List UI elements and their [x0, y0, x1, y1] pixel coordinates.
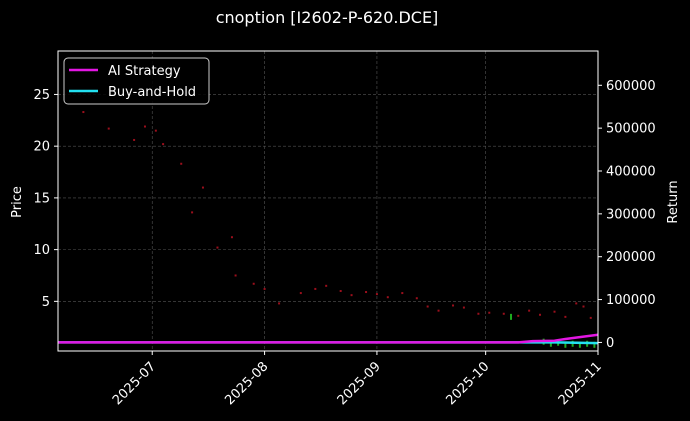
price-point — [589, 316, 592, 319]
price-point — [216, 246, 219, 249]
y-tick-label: 10 — [33, 243, 50, 258]
price-point — [553, 310, 556, 313]
y2-tick-label: 600000 — [606, 79, 656, 94]
y-tick-label: 5 — [42, 295, 50, 310]
signal-mark — [593, 341, 596, 348]
y-axis-label-right: Return — [666, 180, 681, 223]
price-point — [252, 282, 255, 285]
price-point — [539, 313, 542, 316]
price-point — [143, 125, 146, 128]
ai-strategy-line — [58, 333, 599, 344]
price-point — [365, 291, 368, 294]
price-point — [575, 302, 578, 305]
signal-mark — [510, 313, 513, 320]
price-point — [426, 305, 429, 308]
price-point — [162, 143, 165, 146]
price-point — [82, 111, 85, 114]
legend-box — [63, 57, 210, 105]
price-point — [234, 274, 237, 277]
legend-label: AI Strategy — [108, 64, 181, 79]
chart-title: cnoption [I2602-P-620.DCE] — [216, 8, 439, 27]
price-point — [517, 314, 520, 317]
signal-mark — [564, 341, 567, 348]
price-point — [528, 309, 531, 312]
legend-label: Buy-and-Hold — [108, 85, 196, 100]
y-tick-label: 25 — [33, 88, 50, 103]
price-point — [278, 302, 281, 305]
price-point — [502, 312, 505, 315]
price-point — [133, 138, 136, 141]
price-point — [415, 297, 418, 300]
price-point — [180, 162, 183, 165]
price-point — [582, 305, 585, 308]
price-point — [375, 293, 378, 296]
price-point — [299, 292, 302, 295]
price-point — [314, 287, 317, 290]
y-tick-label: 20 — [33, 140, 50, 155]
y2-tick-label: 300000 — [606, 207, 656, 222]
y2-tick-label: 500000 — [606, 122, 656, 137]
price-point — [452, 304, 455, 307]
y2-tick-label: 0 — [606, 336, 614, 351]
price-point — [325, 284, 328, 287]
price-point — [191, 211, 194, 214]
axes-frame — [57, 50, 599, 352]
price-point — [263, 287, 266, 290]
y2-tick-label: 200000 — [606, 250, 656, 265]
price-point — [477, 312, 480, 315]
price-point — [350, 294, 353, 297]
signal-mark — [578, 341, 581, 348]
price-point — [107, 127, 110, 130]
price-point — [201, 186, 204, 189]
price-point — [154, 129, 157, 132]
price-point — [488, 311, 491, 314]
price-point — [386, 296, 389, 299]
price-point — [462, 306, 465, 309]
price-point — [401, 292, 404, 295]
price-point — [230, 236, 233, 239]
y2-tick-label: 400000 — [606, 165, 656, 180]
y2-tick-label: 100000 — [606, 293, 656, 308]
y-axis-label-left: Price — [10, 186, 25, 218]
y-tick-label: 15 — [33, 191, 50, 206]
price-point — [564, 315, 567, 318]
signal-mark — [549, 340, 552, 347]
price-point — [437, 309, 440, 312]
price-point — [339, 290, 342, 292]
